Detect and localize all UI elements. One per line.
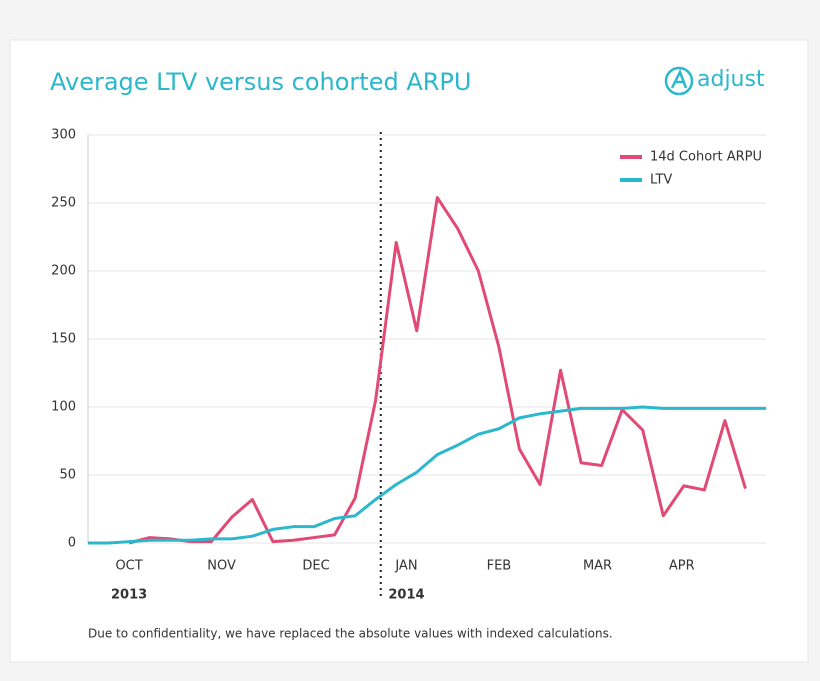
brand: adjust: [697, 67, 765, 92]
x-tick-label: FEB: [487, 559, 512, 574]
card: [9, 39, 809, 663]
y-tick-label: 200: [51, 264, 76, 279]
y-tick-label: 300: [51, 128, 76, 143]
x-tick-label: DEC: [302, 559, 329, 574]
y-tick-label: 50: [59, 468, 76, 483]
series-line: [88, 405, 766, 545]
year-label: 2013: [111, 588, 147, 603]
logo-icon: [664, 66, 694, 96]
x-tick-label: APR: [669, 559, 695, 574]
y-tick-label: 250: [51, 196, 76, 211]
legend-label: LTV: [650, 173, 672, 188]
logo-icon: [670, 68, 688, 89]
footnote: Due to confidentiality, we have replaced…: [88, 627, 613, 641]
x-tick-label: JAN: [394, 559, 417, 574]
x-tick-label: NOV: [207, 559, 236, 574]
x-tick-label: OCT: [115, 559, 142, 574]
series-line: [128, 196, 747, 545]
y-tick-label: 150: [51, 332, 76, 347]
y-tick-label: 100: [51, 400, 76, 415]
x-tick-label: MAR: [583, 559, 612, 574]
legend-label: 14d Cohort ARPU: [650, 150, 762, 165]
year-label: 2014: [388, 588, 424, 603]
y-tick-label: 0: [68, 536, 76, 551]
chart-title: Average LTV versus cohorted ARPU: [50, 68, 471, 96]
